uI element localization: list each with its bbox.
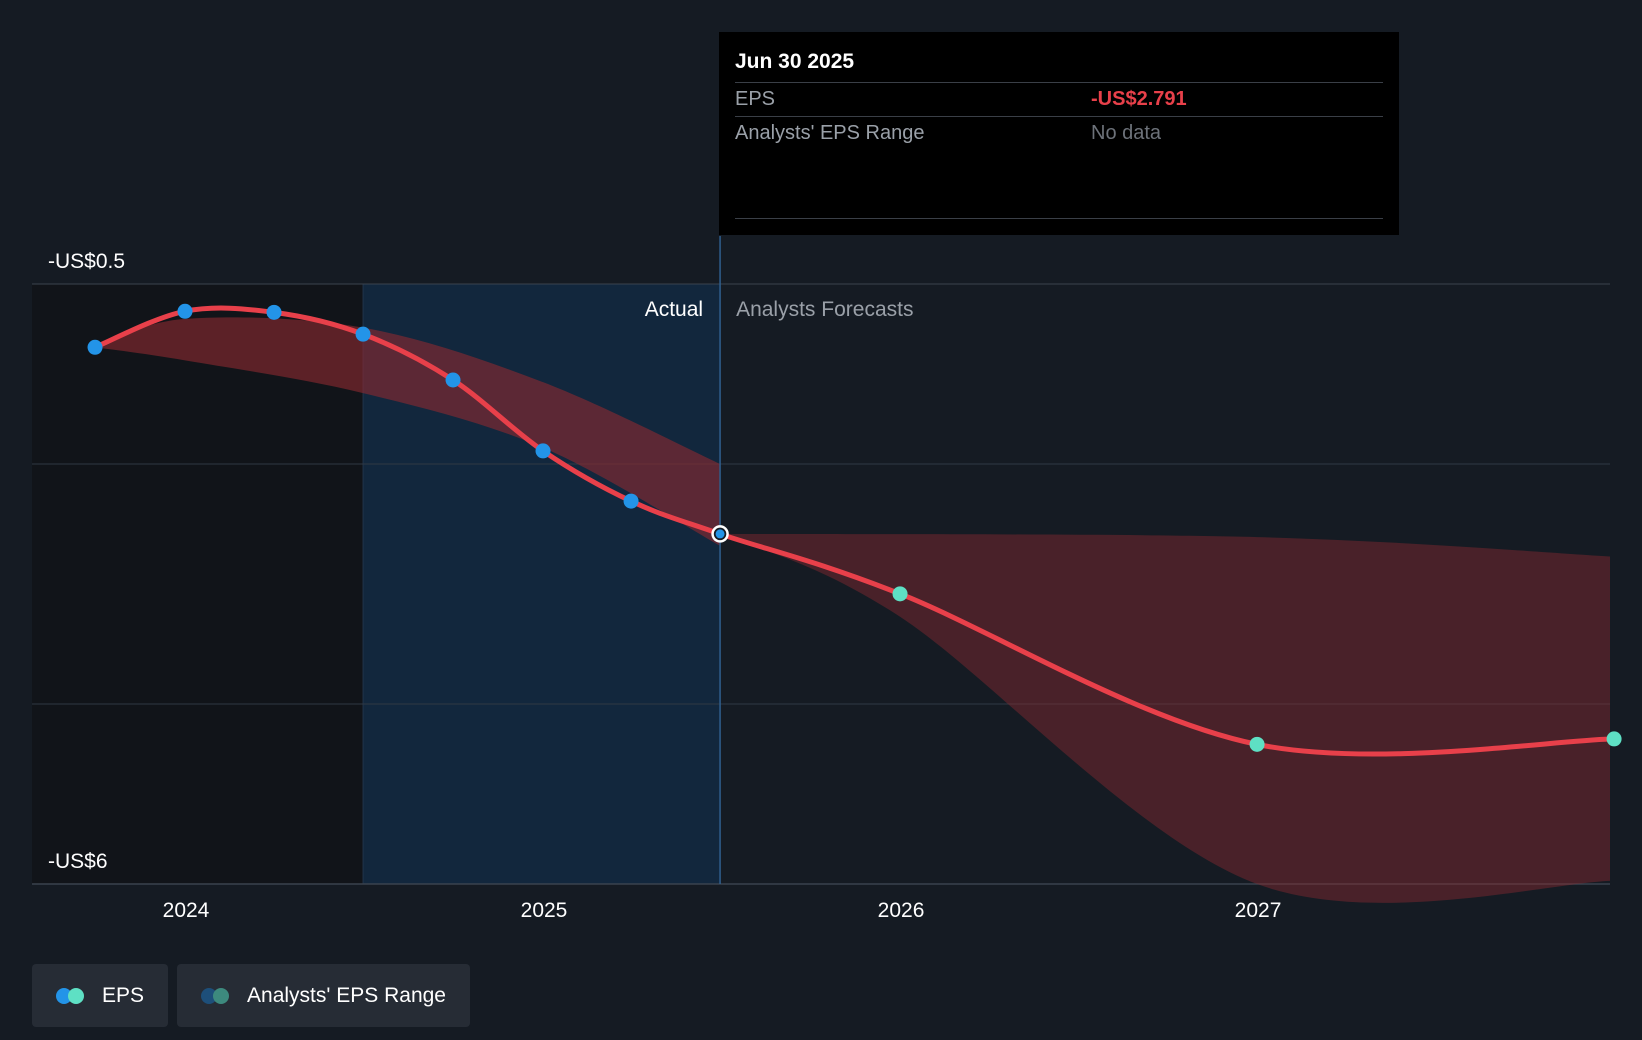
eps-point-actual bbox=[623, 493, 639, 509]
y-axis-label-bottom: -US$6 bbox=[48, 850, 108, 873]
range-legend-icon bbox=[201, 987, 231, 1004]
eps-range-actual-area bbox=[95, 317, 721, 546]
eps-point-forecast bbox=[1249, 736, 1265, 752]
tooltip-row-eps: EPS -US$2.791 bbox=[735, 82, 1383, 116]
tooltip-eps-label: EPS bbox=[735, 88, 776, 110]
x-tick-label: 2027 bbox=[1235, 899, 1282, 922]
tooltip-range-value: No data bbox=[1091, 122, 1162, 144]
eps-point-forecast bbox=[892, 586, 908, 602]
eps-point-actual bbox=[445, 372, 461, 388]
tooltip-eps-value: -US$2.791 bbox=[1091, 88, 1187, 110]
eps-point-actual bbox=[535, 443, 551, 459]
legend-eps-label: EPS bbox=[102, 983, 145, 1007]
eps-point-highlight-core bbox=[715, 529, 725, 539]
eps-point-actual bbox=[87, 339, 103, 355]
legend-range-button[interactable]: Analysts' EPS Range bbox=[177, 964, 470, 1027]
eps-point-actual bbox=[177, 303, 193, 319]
forecast-label: Analysts Forecasts bbox=[736, 298, 913, 321]
eps-point-forecast bbox=[1606, 731, 1622, 747]
actual-label: Actual bbox=[645, 298, 703, 321]
past-shade bbox=[32, 284, 364, 884]
tooltip-date: Jun 30 2025 bbox=[735, 50, 855, 73]
legend-eps-button[interactable]: EPS bbox=[32, 964, 169, 1027]
x-tick-label: 2025 bbox=[521, 899, 568, 922]
tooltip: Jun 30 2025 EPS -US$2.791 Analysts' EPS … bbox=[719, 32, 1399, 235]
y-axis-label-top: -US$0.5 bbox=[48, 250, 125, 273]
tooltip-divider bbox=[735, 218, 1383, 219]
eps-legend-icon bbox=[56, 987, 86, 1004]
tooltip-row-range: Analysts' EPS Range No data bbox=[735, 116, 1383, 150]
eps-point-actual bbox=[355, 326, 371, 342]
tooltip-range-label: Analysts' EPS Range bbox=[735, 122, 925, 144]
x-tick-label: 2024 bbox=[163, 899, 210, 922]
legend: EPS Analysts' EPS Range bbox=[32, 964, 470, 1027]
eps-point-actual bbox=[266, 304, 282, 320]
x-tick-label: 2026 bbox=[878, 899, 925, 922]
legend-range-label: Analysts' EPS Range bbox=[247, 983, 446, 1007]
